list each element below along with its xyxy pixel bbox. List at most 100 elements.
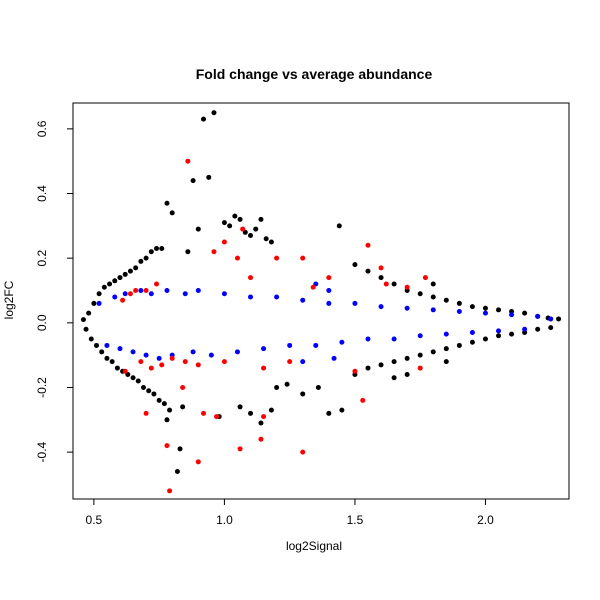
data-point [214,414,220,420]
data-point [80,317,86,323]
data-point [237,404,243,410]
data-point [185,158,191,164]
data-point [130,349,136,355]
data-point [378,362,384,368]
data-point [261,414,267,420]
data-point [122,368,128,374]
data-point [300,297,306,303]
x-tick-label: 1.5 [347,513,364,527]
plot-frame [72,102,570,500]
data-point [140,384,146,390]
data-point [96,291,102,297]
y-tick-label: 0.6 [35,120,49,137]
data-point [274,384,280,390]
data-point [211,249,217,255]
data-point [261,346,267,352]
data-point [522,326,528,332]
data-points [80,110,562,494]
data-point [263,236,269,242]
data-point [104,342,110,348]
data-point [326,287,332,293]
data-point [339,339,345,345]
data-point [109,359,115,365]
data-point [182,359,188,365]
data-point [169,355,175,361]
data-point [143,352,149,358]
data-point [352,300,358,306]
x-tick-label: 2.0 [477,513,494,527]
data-point [326,300,332,306]
data-point [159,245,165,251]
data-point [221,359,227,365]
data-point [509,312,515,318]
data-point [456,342,462,348]
data-point [496,328,502,334]
data-point [430,294,436,300]
data-point [93,342,99,348]
data-point [101,284,107,290]
x-axis: 0.5 1.0 1.5 2.0 [86,499,494,527]
data-point [404,355,410,361]
data-point [240,226,246,232]
data-point [496,333,502,339]
data-point [148,249,154,255]
data-point [365,268,371,274]
data-point [138,287,144,293]
data-point [237,216,243,222]
data-point [417,333,423,339]
data-point [496,307,502,313]
data-point [91,300,97,306]
data-point [417,365,423,371]
data-point [195,459,201,465]
data-point [167,407,173,413]
data-point [535,313,541,319]
y-tick-label: -0.4 [35,441,49,462]
data-point [378,304,384,310]
data-point [195,287,201,293]
data-point [167,488,173,494]
data-point [177,446,183,452]
data-point [469,330,475,336]
data-point [133,287,139,293]
data-point [339,407,345,413]
data-point [138,359,144,365]
data-point [83,326,89,332]
data-point [130,375,136,381]
data-point [180,384,186,390]
data-point [443,359,449,365]
data-point [287,359,293,365]
data-point [146,388,152,394]
data-point [154,281,160,287]
data-point [164,417,170,423]
data-point [482,305,488,311]
data-point [112,294,118,300]
data-point [248,233,254,239]
data-point [469,304,475,310]
data-point [164,200,170,206]
data-point [120,297,126,303]
data-point [156,355,162,361]
data-point [159,362,165,368]
data-point [404,284,410,290]
data-point [258,420,264,426]
data-point [164,287,170,293]
data-point [151,391,157,397]
data-point [174,469,180,475]
data-point [211,110,217,116]
data-point [232,213,238,219]
data-point [352,368,358,374]
data-point [190,178,196,184]
data-point [154,245,160,251]
data-point [300,391,306,397]
y-tick-label: 0.2 [35,250,49,267]
data-point [148,365,154,371]
data-point [135,378,141,384]
data-point [143,287,149,293]
data-point [96,300,102,306]
data-point [274,294,280,300]
data-point [404,305,410,311]
data-point [548,316,554,322]
data-point [360,397,366,403]
data-point [365,336,371,342]
data-point [208,352,214,358]
